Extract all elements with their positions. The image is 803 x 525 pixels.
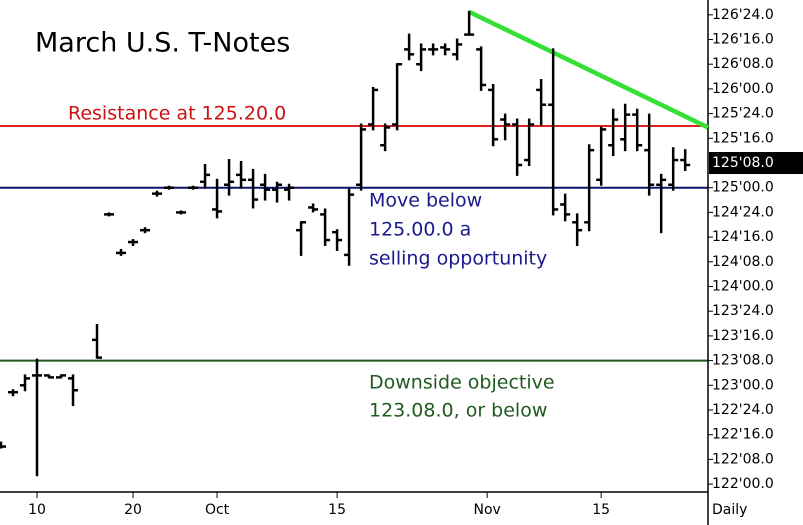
ohlc-bar [68, 374, 79, 407]
ohlc-bar [272, 181, 283, 203]
y-tick-label: 124'08.0 [712, 254, 774, 270]
annotation-line: Move below [369, 190, 482, 212]
ohlc-bar [248, 168, 259, 209]
ohlc-bar [284, 183, 295, 201]
ohlc-bar [392, 62, 403, 131]
ohlc-bar [116, 248, 127, 256]
x-tick-label: 15 [592, 502, 610, 518]
ohlc-bar [596, 126, 607, 186]
ohlc-bar [224, 159, 235, 196]
ohlc-bar [572, 213, 583, 247]
ohlc-bar [140, 227, 151, 234]
ohlc-bar [212, 178, 223, 219]
ohlc-bar [560, 193, 571, 222]
last-price-label: 125'08.0 [712, 155, 774, 171]
ohlc-bar [32, 358, 43, 477]
y-tick-label: 122'16.0 [712, 427, 774, 443]
ohlc-bar [44, 374, 55, 379]
x-tick-label: 10 [28, 502, 46, 518]
y-tick-label: 124'24.0 [712, 204, 774, 220]
y-tick-label: 126'00.0 [712, 81, 774, 97]
ohlc-bar [164, 185, 175, 190]
ohlc-bar [584, 144, 595, 232]
ohlc-bar [620, 103, 631, 152]
annotation: Downside objective 123.08.0, or below [369, 372, 555, 422]
y-tick-label: 122'08.0 [712, 451, 774, 467]
ohlc-bar [524, 118, 535, 166]
ohlc-bar [500, 113, 511, 141]
ohlc-bar [656, 173, 667, 234]
y-tick-label: 122'24.0 [712, 402, 774, 418]
ohlc-bar [536, 79, 547, 126]
ohlc-bar [512, 118, 523, 176]
x-tick-label: Oct [205, 502, 230, 518]
chart-title: March U.S. T-Notes [35, 28, 290, 59]
ohlc-bar [104, 212, 115, 217]
ohlc-bar [128, 239, 139, 247]
annotation-line: 125.00.0 a [369, 219, 471, 241]
ohlc-bar [548, 48, 559, 216]
ohlc-bar [644, 113, 655, 196]
y-tick-label: 123'08.0 [712, 353, 774, 369]
y-tick-label: 124'16.0 [712, 229, 774, 245]
ohlc-bar [452, 38, 463, 61]
annotation-line: selling opportunity [369, 248, 547, 270]
y-tick-label: 125'00.0 [712, 180, 774, 196]
y-tick-label: 126'16.0 [712, 32, 774, 48]
y-tick-label: 126'08.0 [712, 56, 774, 72]
ohlc-bar [464, 10, 475, 36]
y-tick-label: 125'24.0 [712, 106, 774, 122]
ohlc-bar [320, 208, 331, 247]
trend-line [468, 9, 709, 130]
ohlc-bar [296, 221, 307, 256]
annotation-line: Downside objective [369, 372, 555, 394]
ohlc-bar [308, 203, 319, 213]
ohlc-bar [416, 43, 427, 72]
ohlc-bar [332, 229, 343, 251]
ohlc-bar [680, 149, 691, 171]
ohlc-bar [344, 188, 355, 266]
ohlc-bar [440, 43, 451, 56]
ohlc-bar [368, 86, 379, 131]
ohlc-bar [236, 161, 247, 189]
ohlc-bar [356, 123, 367, 191]
ohlc-bar [404, 33, 415, 61]
ohlc-bar [7, 389, 18, 397]
ohlc-bar [152, 190, 163, 197]
y-tick-label: 123'16.0 [712, 328, 774, 344]
annotation: Move below 125.00.0 a selling opportunit… [369, 190, 547, 270]
y-tick-label: 122'00.0 [712, 476, 774, 492]
x-tick-label: 20 [124, 502, 142, 518]
x-tick-label: Nov [473, 502, 500, 518]
ohlc-bar [200, 163, 211, 189]
annotation-line: 123.08.0, or below [369, 400, 547, 422]
ohlc-bar [56, 374, 67, 379]
x-tick-label: 15 [328, 502, 346, 518]
ohlc-bar [20, 374, 31, 392]
period-label: Daily [712, 502, 747, 518]
annotation: Resistance at 125.20.0 [68, 103, 286, 125]
ohlc-bar [188, 185, 199, 190]
ohlc-bar [92, 324, 103, 359]
ohlc-bar [176, 210, 187, 215]
ohlc-bar [488, 83, 499, 147]
y-tick-label: 124'00.0 [712, 279, 774, 295]
y-tick-label: 123'00.0 [712, 377, 774, 393]
ohlc-bar [0, 441, 6, 449]
y-tick-label: 125'16.0 [712, 130, 774, 146]
ohlc-bar [632, 108, 643, 152]
ohlc-bar [668, 147, 679, 191]
ohlc-bar [608, 108, 619, 157]
annotation-line: Resistance at 125.20.0 [68, 103, 286, 125]
y-tick-label: 126'24.0 [712, 7, 774, 23]
last-price-box [709, 152, 803, 175]
ohlc-bar [428, 43, 439, 56]
ohlc-bar [380, 123, 391, 152]
y-tick-label: 123'24.0 [712, 303, 774, 319]
ohlc-bar [260, 173, 271, 201]
ohlc-bar [476, 46, 487, 91]
